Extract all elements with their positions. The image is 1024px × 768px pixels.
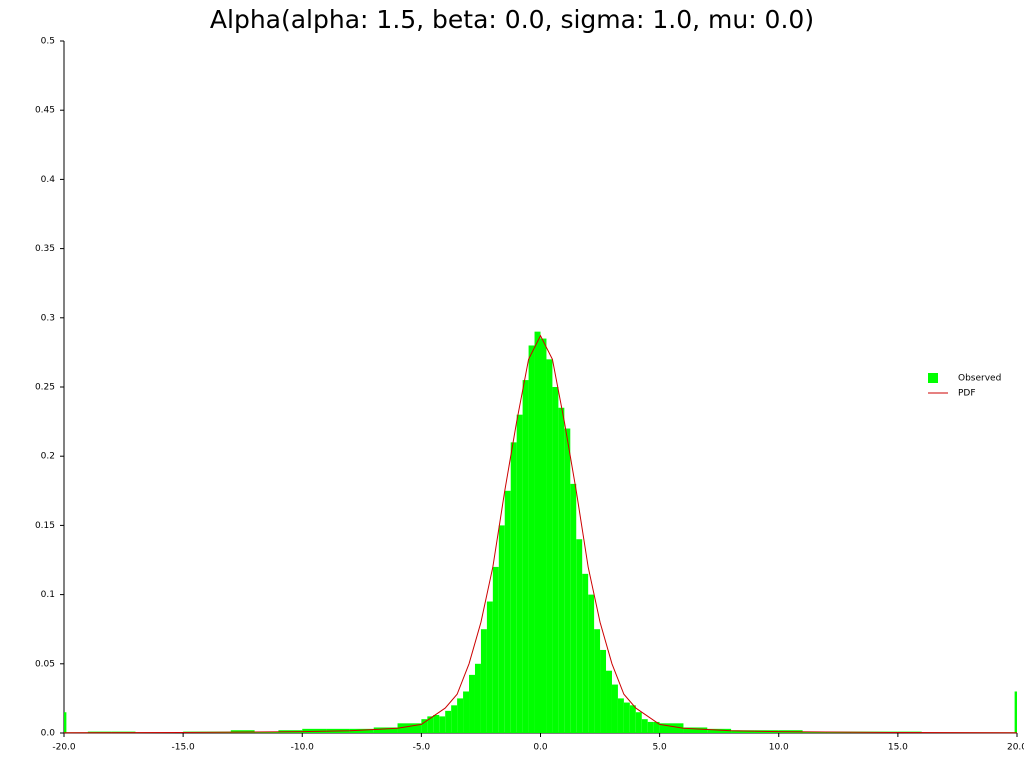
- bar: [421, 719, 428, 733]
- bar: [486, 601, 493, 733]
- bar: [731, 730, 755, 733]
- bar: [457, 698, 464, 733]
- bar: [480, 629, 487, 733]
- x-tick-label: -20.0: [52, 743, 76, 753]
- bar: [641, 719, 648, 733]
- bar: [546, 359, 553, 733]
- pdf-line: [63, 334, 1018, 734]
- bar: [647, 721, 654, 733]
- y-tick-label: 0.4: [41, 175, 56, 185]
- bar: [469, 674, 475, 733]
- y-tick-label: 0.15: [35, 521, 55, 531]
- bar: [64, 712, 67, 733]
- bar: [373, 727, 398, 733]
- x-tick-label: 20.0: [1007, 743, 1024, 753]
- bar: [474, 663, 481, 733]
- y-tick-label: 0.1: [41, 590, 55, 600]
- y-tick-label: 0.45: [35, 106, 55, 116]
- bar: [528, 345, 535, 733]
- bar: [451, 705, 458, 733]
- x-tick-label: 5.0: [652, 743, 667, 753]
- bar: [522, 380, 529, 733]
- bar: [302, 728, 327, 733]
- bar: [439, 716, 446, 733]
- legend-label: PDF: [958, 389, 976, 399]
- x-tick-label: 10.0: [769, 743, 789, 753]
- bar: [510, 442, 517, 733]
- bar: [611, 684, 618, 733]
- legend-label: Observed: [958, 374, 1001, 384]
- bar: [558, 407, 565, 733]
- bar: [492, 566, 499, 733]
- bar: [576, 539, 583, 733]
- bar: [1014, 691, 1017, 733]
- bar: [463, 691, 470, 733]
- bar: [564, 428, 571, 733]
- y-tick-label: 0.2: [41, 452, 55, 462]
- bar: [659, 723, 684, 733]
- x-tick-label: 15.0: [888, 743, 908, 753]
- bar: [504, 490, 511, 733]
- bar: [433, 715, 440, 733]
- y-tick-label: 0.0: [41, 729, 56, 739]
- bar: [534, 331, 541, 733]
- bar: [588, 594, 595, 733]
- bar: [600, 649, 607, 733]
- y-tick-label: 0.3: [41, 313, 55, 323]
- bar: [617, 698, 624, 733]
- y-tick-label: 0.35: [35, 244, 55, 254]
- y-tick-label: 0.5: [41, 37, 55, 47]
- bar: [349, 728, 374, 733]
- x-tick-label: -15.0: [171, 743, 195, 753]
- bar: [683, 727, 708, 733]
- bar: [540, 338, 547, 733]
- bar: [594, 629, 601, 733]
- bar: [498, 525, 505, 733]
- bar: [516, 414, 523, 733]
- chart-title: Alpha(alpha: 1.5, beta: 0.0, sigma: 1.0,…: [210, 5, 814, 34]
- bar: [653, 721, 660, 733]
- bar: [445, 710, 452, 733]
- bar: [552, 387, 559, 733]
- bar: [635, 712, 642, 733]
- y-tick-label: 0.25: [35, 383, 55, 393]
- x-tick-label: 0.0: [533, 743, 548, 753]
- x-tick-label: -10.0: [291, 743, 315, 753]
- bar: [397, 723, 422, 733]
- legend-swatch: [928, 373, 938, 383]
- bar: [606, 670, 612, 733]
- bar: [629, 705, 636, 733]
- bar: [570, 483, 577, 733]
- bar: [582, 573, 589, 733]
- bar: [427, 716, 434, 733]
- bar: [707, 728, 732, 733]
- x-tick-label: -5.0: [413, 743, 431, 753]
- bar: [623, 702, 630, 733]
- y-tick-label: 0.05: [35, 659, 55, 669]
